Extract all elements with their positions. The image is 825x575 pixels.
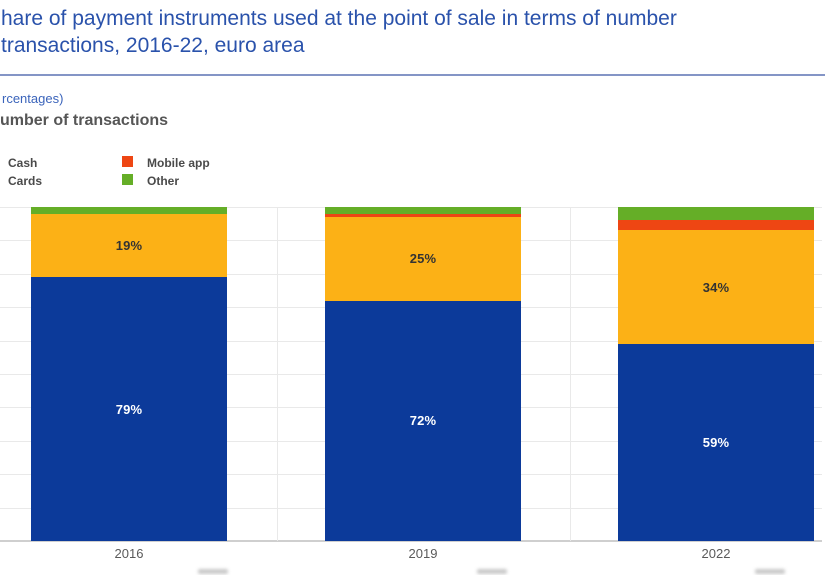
segment-value-label: 79% bbox=[115, 401, 143, 417]
x-axis-line bbox=[0, 540, 822, 542]
segment-value-label: 72% bbox=[409, 413, 437, 429]
legend-label-mobile-app: Mobile app bbox=[147, 156, 210, 170]
bar-segment-cards-2022: 34% bbox=[618, 230, 814, 344]
legend-swatch-mobile-app bbox=[122, 156, 133, 167]
legend-item-mobile-app: Mobile app bbox=[122, 156, 210, 170]
x-axis-label-2022: 2022 bbox=[701, 546, 731, 561]
bar-segment-mobile-app-2022 bbox=[618, 220, 814, 231]
gridline-vertical bbox=[277, 207, 278, 541]
units-note: rcentages) bbox=[2, 91, 64, 106]
panel-heading: umber of transactions bbox=[0, 112, 169, 129]
bar-segment-mobile-app-2019 bbox=[325, 213, 521, 218]
bar-segment-other-2016 bbox=[31, 207, 227, 214]
bar-segment-other-2019 bbox=[325, 207, 521, 214]
x-axis-label-2019: 2019 bbox=[408, 546, 438, 561]
bar-segment-cash-2019: 72% bbox=[325, 300, 521, 541]
bar-segment-cash-2022: 59% bbox=[618, 343, 814, 541]
horizontal-divider bbox=[0, 74, 825, 76]
legend-item-cards: Cards bbox=[8, 174, 42, 188]
figure-title: hare of payment instruments used at the … bbox=[1, 5, 677, 59]
cropped-text-remnant bbox=[477, 569, 507, 574]
bar-segment-cards-2016: 19% bbox=[31, 213, 227, 278]
x-axis-label-2016: 2016 bbox=[114, 546, 144, 561]
legend-item-cash: Cash bbox=[8, 156, 37, 170]
legend-label-other: Other bbox=[147, 174, 180, 188]
bar-segment-cards-2019: 25% bbox=[325, 217, 521, 301]
legend-swatch-other bbox=[122, 174, 133, 185]
gridline-vertical bbox=[570, 207, 571, 541]
bar-segment-cash-2016: 79% bbox=[31, 277, 227, 541]
cropped-text-remnant bbox=[755, 569, 785, 574]
plot-area: 79% 19% 72% 25% 59% 34% bbox=[0, 207, 822, 542]
segment-value-label: 25% bbox=[409, 251, 437, 267]
segment-value-label: 59% bbox=[702, 434, 730, 450]
segment-value-label: 19% bbox=[115, 237, 143, 253]
legend-label-cash: Cash bbox=[8, 156, 38, 170]
figure-title-line1: hare of payment instruments used at the … bbox=[1, 7, 677, 30]
figure-title-line2: transactions, 2016-22, euro area bbox=[1, 34, 305, 57]
legend-label-cards: Cards bbox=[8, 174, 43, 188]
cropped-text-remnant bbox=[198, 569, 228, 574]
bar-segment-other-2022 bbox=[618, 207, 814, 221]
legend-item-other: Other bbox=[122, 174, 180, 188]
segment-value-label: 34% bbox=[702, 279, 730, 295]
